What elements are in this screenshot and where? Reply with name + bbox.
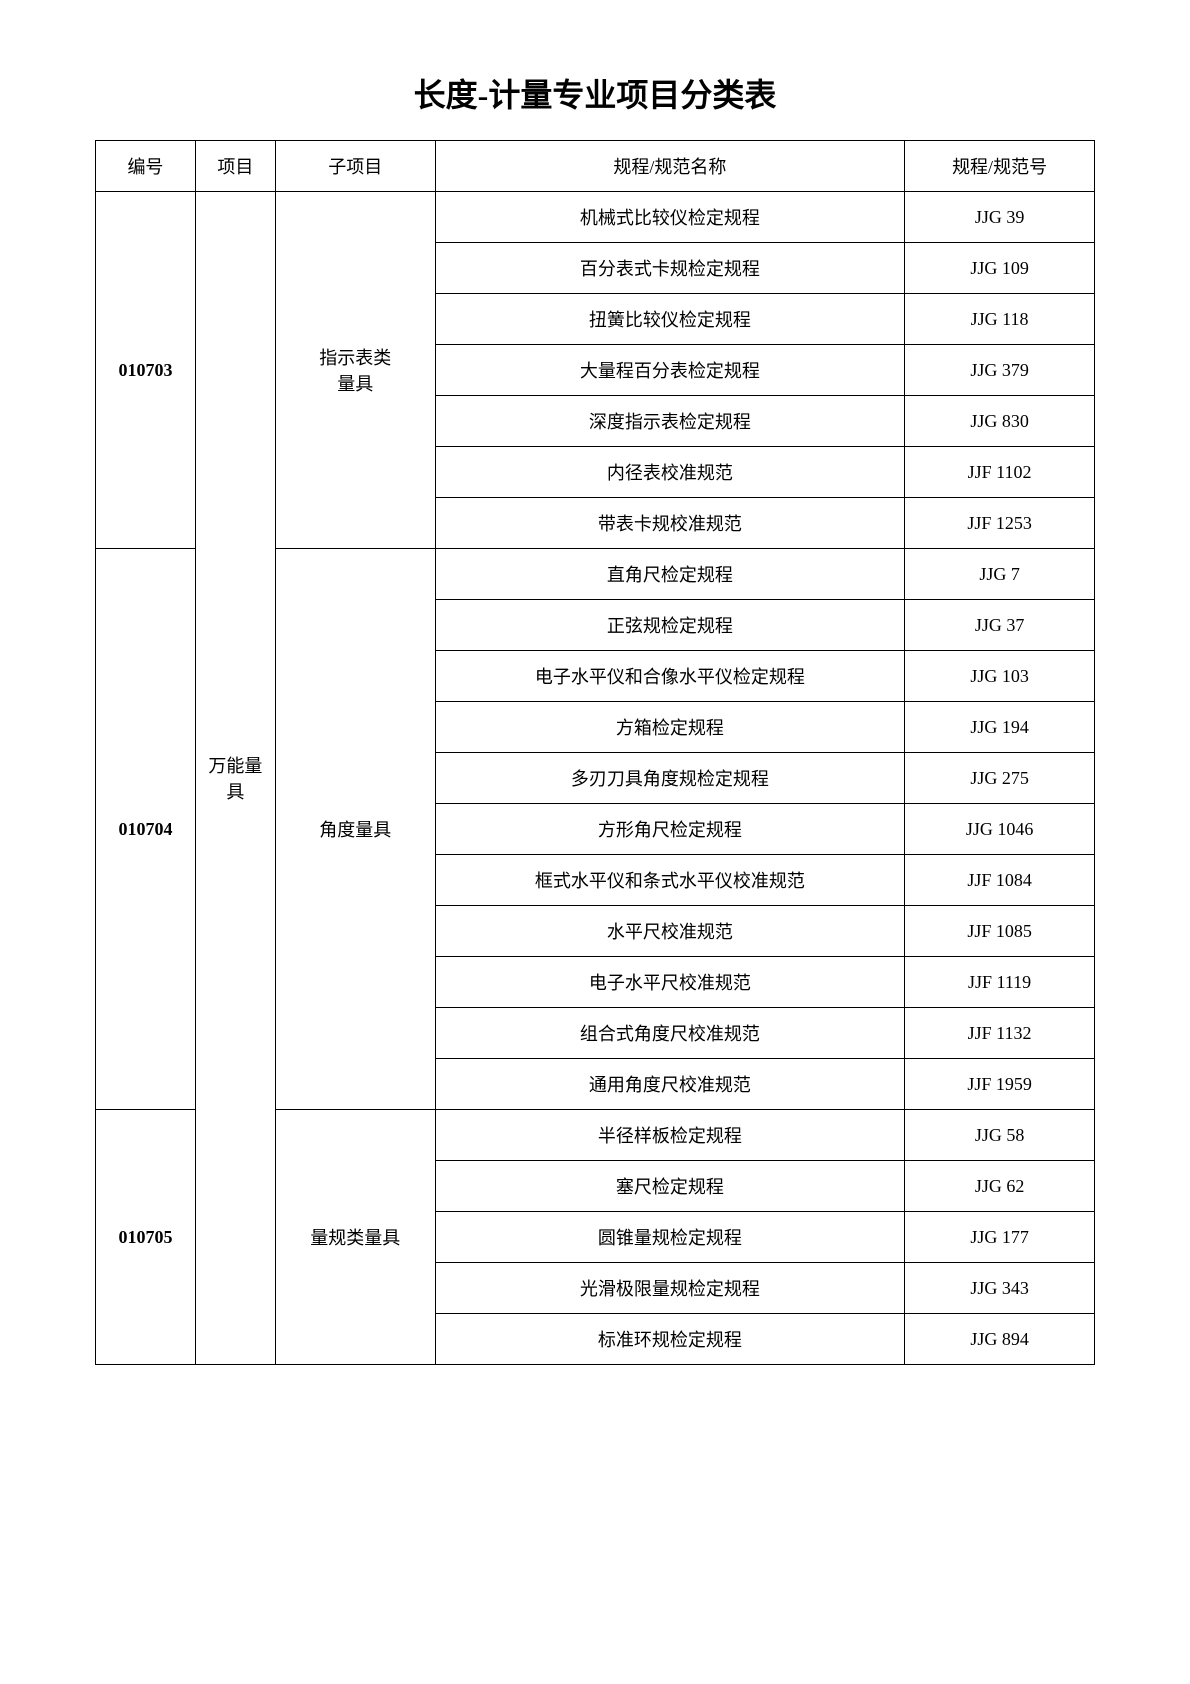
cell-spec-name: 方箱检定规程 xyxy=(435,702,905,753)
cell-num: 010705 xyxy=(96,1110,196,1365)
cell-spec-code: JJF 1132 xyxy=(905,1008,1095,1059)
page-title: 长度-计量专业项目分类表 xyxy=(95,70,1095,116)
cell-spec-code: JJF 1119 xyxy=(905,957,1095,1008)
cell-spec-code: JJG 275 xyxy=(905,753,1095,804)
classification-table: 编号 项目 子项目 规程/规范名称 规程/规范号 010703万能量具指示表类量… xyxy=(95,140,1095,1365)
cell-spec-name: 电子水平尺校准规范 xyxy=(435,957,905,1008)
cell-subproject: 指示表类量具 xyxy=(275,192,435,549)
cell-spec-name: 带表卡规校准规范 xyxy=(435,498,905,549)
cell-spec-code: JJG 62 xyxy=(905,1161,1095,1212)
cell-subproject: 量规类量具 xyxy=(275,1110,435,1365)
table-row: 010703万能量具指示表类量具机械式比较仪检定规程JJG 39 xyxy=(96,192,1095,243)
cell-spec-code: JJG 194 xyxy=(905,702,1095,753)
cell-spec-code: JJG 379 xyxy=(905,345,1095,396)
cell-spec-name: 水平尺校准规范 xyxy=(435,906,905,957)
cell-spec-name: 机械式比较仪检定规程 xyxy=(435,192,905,243)
cell-spec-code: JJG 1046 xyxy=(905,804,1095,855)
cell-spec-code: JJG 894 xyxy=(905,1314,1095,1365)
cell-spec-code: JJG 37 xyxy=(905,600,1095,651)
cell-spec-code: JJF 1959 xyxy=(905,1059,1095,1110)
cell-spec-name: 组合式角度尺校准规范 xyxy=(435,1008,905,1059)
cell-spec-name: 扭簧比较仪检定规程 xyxy=(435,294,905,345)
header-spec: 规程/规范名称 xyxy=(435,141,905,192)
cell-spec-code: JJG 118 xyxy=(905,294,1095,345)
cell-spec-code: JJF 1085 xyxy=(905,906,1095,957)
cell-spec-name: 塞尺检定规程 xyxy=(435,1161,905,1212)
cell-num: 010704 xyxy=(96,549,196,1110)
cell-spec-name: 电子水平仪和合像水平仪检定规程 xyxy=(435,651,905,702)
cell-spec-name: 多刃刀具角度规检定规程 xyxy=(435,753,905,804)
header-proj: 项目 xyxy=(195,141,275,192)
cell-spec-name: 通用角度尺校准规范 xyxy=(435,1059,905,1110)
cell-spec-name: 内径表校准规范 xyxy=(435,447,905,498)
cell-spec-name: 正弦规检定规程 xyxy=(435,600,905,651)
cell-spec-name: 半径样板检定规程 xyxy=(435,1110,905,1161)
cell-spec-code: JJG 103 xyxy=(905,651,1095,702)
header-code: 规程/规范号 xyxy=(905,141,1095,192)
cell-spec-code: JJF 1084 xyxy=(905,855,1095,906)
cell-spec-code: JJG 830 xyxy=(905,396,1095,447)
cell-spec-code: JJG 343 xyxy=(905,1263,1095,1314)
cell-spec-name: 直角尺检定规程 xyxy=(435,549,905,600)
cell-spec-name: 标准环规检定规程 xyxy=(435,1314,905,1365)
cell-spec-code: JJG 7 xyxy=(905,549,1095,600)
table-header-row: 编号 项目 子项目 规程/规范名称 规程/规范号 xyxy=(96,141,1095,192)
header-num: 编号 xyxy=(96,141,196,192)
header-sub: 子项目 xyxy=(275,141,435,192)
cell-num: 010703 xyxy=(96,192,196,549)
cell-spec-name: 大量程百分表检定规程 xyxy=(435,345,905,396)
cell-spec-code: JJF 1102 xyxy=(905,447,1095,498)
cell-spec-name: 方形角尺检定规程 xyxy=(435,804,905,855)
cell-spec-name: 圆锥量规检定规程 xyxy=(435,1212,905,1263)
cell-spec-name: 框式水平仪和条式水平仪校准规范 xyxy=(435,855,905,906)
cell-spec-code: JJG 39 xyxy=(905,192,1095,243)
cell-subproject: 角度量具 xyxy=(275,549,435,1110)
cell-spec-name: 深度指示表检定规程 xyxy=(435,396,905,447)
table-body: 010703万能量具指示表类量具机械式比较仪检定规程JJG 39百分表式卡规检定… xyxy=(96,192,1095,1365)
cell-spec-code: JJG 109 xyxy=(905,243,1095,294)
cell-spec-name: 光滑极限量规检定规程 xyxy=(435,1263,905,1314)
cell-spec-code: JJF 1253 xyxy=(905,498,1095,549)
cell-spec-code: JJG 58 xyxy=(905,1110,1095,1161)
cell-spec-name: 百分表式卡规检定规程 xyxy=(435,243,905,294)
cell-spec-code: JJG 177 xyxy=(905,1212,1095,1263)
cell-project: 万能量具 xyxy=(195,192,275,1365)
